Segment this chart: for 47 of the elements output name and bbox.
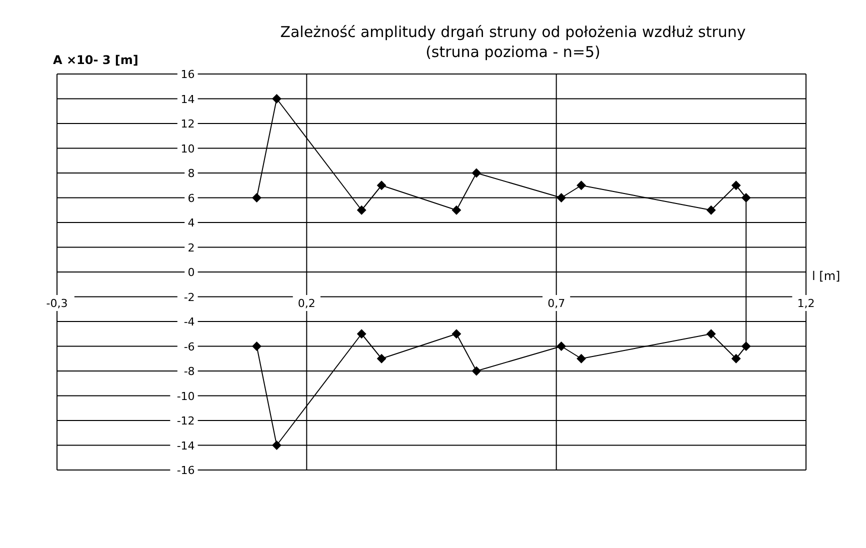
- point: [472, 366, 481, 376]
- point: [377, 354, 386, 364]
- y-tick-label: 0: [188, 266, 195, 279]
- y-tick-label: -4: [184, 316, 195, 328]
- y-tick-label: -6: [184, 340, 195, 354]
- point: [706, 206, 716, 215]
- point: [556, 342, 566, 351]
- y-tick-label: -16: [176, 464, 195, 477]
- point: [272, 94, 282, 104]
- y-tick-label: 10: [180, 142, 195, 156]
- point: [357, 329, 366, 338]
- y-tick-label: -14: [176, 439, 195, 452]
- y-axis-title: A ×10- 3 [m]: [53, 53, 138, 67]
- point: [556, 193, 566, 202]
- y-tick-label: 6: [188, 192, 195, 205]
- point: [357, 206, 366, 215]
- point: [576, 180, 586, 190]
- x-tick-label: -0,3: [46, 297, 68, 310]
- y-tick-label: 16: [180, 68, 195, 81]
- point: [452, 206, 461, 215]
- point: [732, 180, 741, 190]
- x-tick-label: 0,7: [548, 297, 566, 310]
- y-tick-label: 12: [180, 118, 195, 130]
- y-tick-label: -10: [176, 390, 195, 403]
- y-tick-label: 14: [180, 92, 195, 106]
- chart-subtitle: (struna pozioma - n=5): [424, 42, 602, 62]
- y-tick-label: -2: [184, 290, 195, 304]
- point: [576, 354, 586, 364]
- point: [377, 180, 386, 190]
- point: [252, 193, 262, 202]
- x-axis-title: l [m]: [812, 269, 840, 283]
- y-tick-label: -12: [176, 414, 195, 428]
- point: [742, 342, 751, 351]
- point: [472, 168, 481, 178]
- y-tick-label: 8: [188, 167, 195, 180]
- point: [742, 193, 751, 202]
- point: [706, 329, 716, 338]
- y-tick-label: -8: [184, 365, 195, 378]
- y-tick-label: 4: [188, 216, 195, 230]
- y-tick-label: 2: [188, 241, 195, 254]
- x-tick-label: 1,2: [797, 297, 815, 310]
- point: [252, 342, 262, 351]
- point: [452, 329, 461, 338]
- x-tick-label: 0,2: [298, 297, 316, 310]
- chart-title: Zależność amplitudy drgań struny od położenia wzdłuż struny: [279, 22, 747, 42]
- point: [732, 354, 741, 364]
- point: [272, 440, 282, 450]
